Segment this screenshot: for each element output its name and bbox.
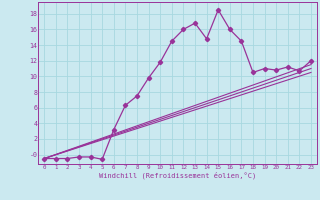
- X-axis label: Windchill (Refroidissement éolien,°C): Windchill (Refroidissement éolien,°C): [99, 172, 256, 179]
